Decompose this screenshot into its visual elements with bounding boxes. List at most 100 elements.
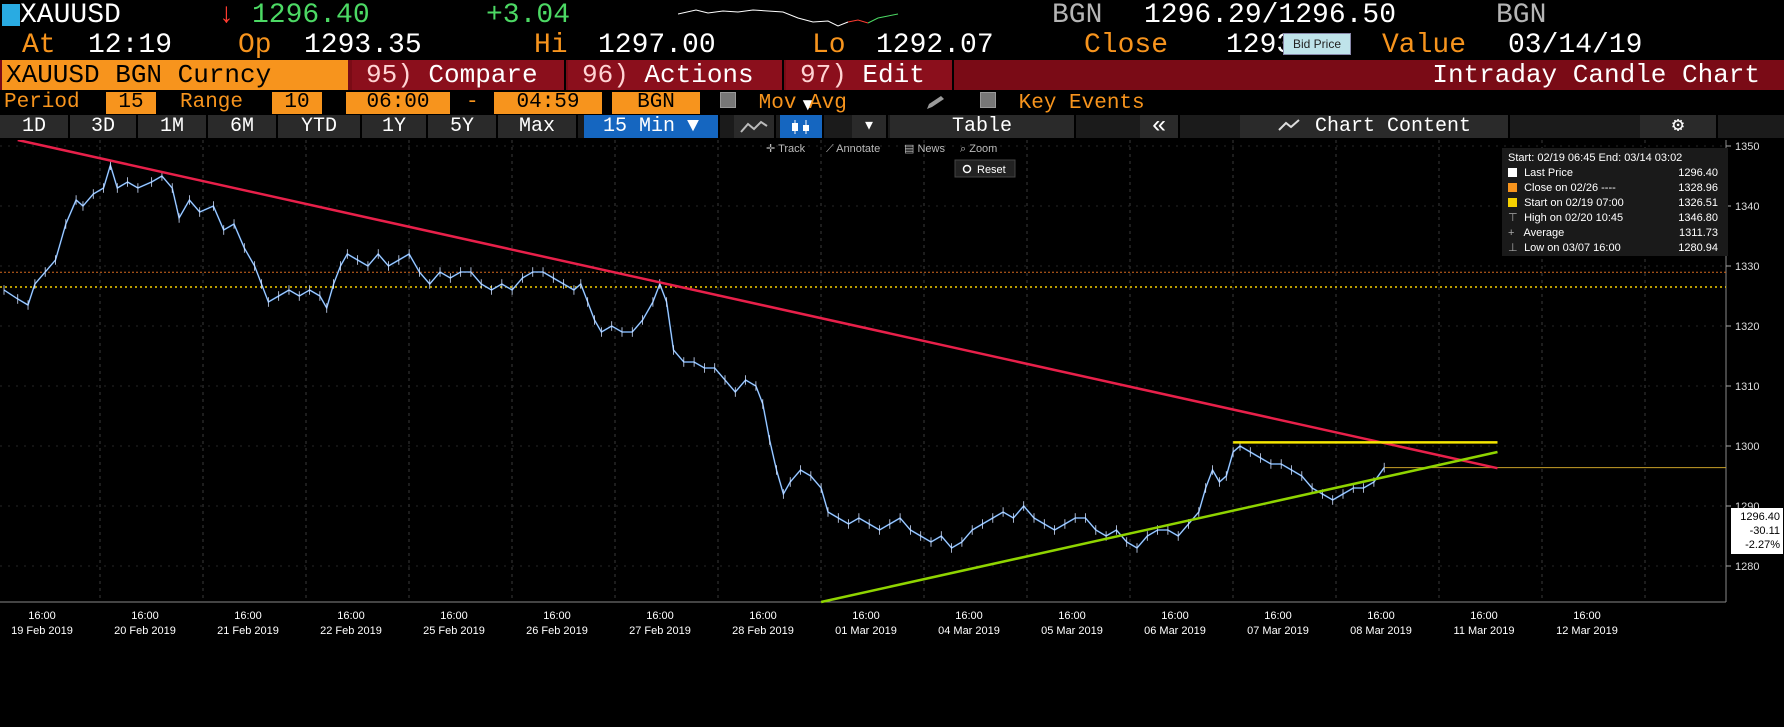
edit-dropdown-icon: ▾ bbox=[800, 90, 816, 120]
x-tick-time: 16:00 bbox=[131, 610, 159, 622]
interval-select[interactable]: 15 Min ▼ bbox=[584, 115, 720, 138]
legend-range: Start: 02/19 06:45 End: 03/14 03:02 bbox=[1508, 152, 1683, 164]
last-price-tag-pct: -2.27% bbox=[1745, 539, 1780, 551]
gear-icon[interactable]: ⚙ bbox=[1640, 115, 1718, 138]
uptrend-line bbox=[820, 450, 1498, 604]
last-price-tag: 1296.40 -30.11 -2.27% bbox=[1731, 508, 1783, 554]
last-price-tag-value: 1296.40 bbox=[1740, 511, 1780, 523]
legend-start[interactable]: Start on 02/19 07:00 1326.51 bbox=[1508, 196, 1722, 211]
value-label: Value bbox=[1382, 30, 1467, 61]
tab-5y[interactable]: 5Y bbox=[428, 115, 498, 138]
tab-ytd[interactable]: YTD bbox=[278, 115, 362, 138]
legend-close-label: Close on 02/26 ---- bbox=[1524, 182, 1616, 194]
last-price: 1296.40 bbox=[252, 0, 370, 31]
legend-low[interactable]: ⊥ Low on 03/07 16:00 1280.94 bbox=[1508, 241, 1722, 256]
tab-6m[interactable]: 6M bbox=[208, 115, 278, 138]
security-field[interactable]: XAUUSD BGN Curncy bbox=[2, 60, 348, 90]
legend-low-value: 1280.94 bbox=[1678, 242, 1718, 254]
chart-content-button[interactable]: Chart Content bbox=[1240, 115, 1510, 138]
ticker: XAUUSD bbox=[20, 0, 121, 31]
bid-price-tooltip: Bid Price bbox=[1283, 33, 1351, 55]
y-tick-label: 1320 bbox=[1735, 321, 1759, 333]
start-time-input[interactable]: 06:00 bbox=[346, 92, 450, 114]
end-time-input[interactable]: 04:59 bbox=[494, 92, 602, 114]
chart-content-icon bbox=[1278, 119, 1300, 131]
pencil-icon[interactable] bbox=[924, 94, 950, 112]
mov-avg-toggle[interactable]: Mov Avg bbox=[720, 92, 847, 115]
legend-swatch-close bbox=[1508, 183, 1517, 192]
line-chart-icon[interactable] bbox=[734, 115, 776, 138]
actions-button[interactable]: 96) Actions ▾ bbox=[568, 60, 784, 120]
tab-1d[interactable]: 1D bbox=[0, 115, 70, 138]
table-button[interactable]: Table bbox=[890, 115, 1076, 138]
legend-average[interactable]: + Average 1311.73 bbox=[1508, 226, 1722, 241]
x-tick-date: 27 Feb 2019 bbox=[629, 625, 691, 637]
legend-low-label: Low on 03/07 16:00 bbox=[1524, 242, 1621, 254]
tab-1y[interactable]: 1Y bbox=[362, 115, 428, 138]
legend-average-icon: + bbox=[1508, 227, 1515, 239]
x-tick-date: 12 Mar 2019 bbox=[1556, 625, 1618, 637]
annotate-tool[interactable]: ⟋ Annotate bbox=[826, 143, 880, 155]
x-tick-date: 05 Mar 2019 bbox=[1041, 625, 1103, 637]
low-label: Lo bbox=[812, 30, 846, 61]
reset-label: Reset bbox=[977, 164, 1006, 176]
edit-button[interactable]: 97) Edit ▾ bbox=[786, 60, 954, 120]
x-tick-date: 21 Feb 2019 bbox=[217, 625, 279, 637]
zoom-tool[interactable]: ⌕ Zoom bbox=[960, 143, 997, 155]
x-tick-time: 16:00 bbox=[955, 610, 983, 622]
track-tool[interactable]: ✛ Track bbox=[766, 143, 806, 155]
y-tick-label: 1340 bbox=[1735, 201, 1759, 213]
close-label: Close bbox=[1084, 30, 1169, 61]
x-tick-time: 16:00 bbox=[646, 610, 674, 622]
x-tick-date: 26 Feb 2019 bbox=[526, 625, 588, 637]
x-tick-date: 06 Mar 2019 bbox=[1144, 625, 1206, 637]
low-value: 1292.07 bbox=[876, 30, 994, 61]
mov-avg-label: Mov Avg bbox=[758, 92, 847, 115]
key-events-label: Key Events bbox=[1018, 92, 1145, 115]
x-tick-date: 25 Feb 2019 bbox=[423, 625, 485, 637]
downtrend-line bbox=[17, 140, 1498, 470]
legend-swatch-last bbox=[1508, 168, 1517, 177]
candle-icon[interactable] bbox=[780, 115, 824, 138]
chart-title: Intraday Candle Chart bbox=[1432, 60, 1760, 90]
legend-high[interactable]: ⊤ High on 02/20 10:45 1346.80 bbox=[1508, 211, 1722, 226]
period-input[interactable]: 15 bbox=[106, 92, 156, 114]
legend-last-label: Last Price bbox=[1524, 167, 1573, 179]
legend-start-value: 1326.51 bbox=[1678, 197, 1718, 209]
x-tick-time: 16:00 bbox=[1573, 610, 1601, 622]
dropdown-icon[interactable]: ▾ bbox=[852, 115, 888, 138]
open-value: 1293.35 bbox=[304, 30, 422, 61]
compare-label: Compare bbox=[428, 60, 538, 90]
x-tick-time: 16:00 bbox=[749, 610, 777, 622]
compare-button[interactable]: 95) Compare bbox=[352, 60, 566, 90]
x-tick-time: 16:00 bbox=[234, 610, 262, 622]
news-tool[interactable]: ▤ News bbox=[904, 143, 945, 155]
edit-number: 97) bbox=[800, 60, 847, 90]
source-input[interactable]: BGN bbox=[612, 92, 700, 114]
tab-3d[interactable]: 3D bbox=[70, 115, 138, 138]
tab-max[interactable]: Max bbox=[498, 115, 578, 138]
ticker-color-square bbox=[2, 4, 20, 26]
key-events-checkbox[interactable] bbox=[980, 92, 996, 108]
collapse-button[interactable]: « bbox=[1140, 115, 1180, 139]
compare-number: 95) bbox=[366, 60, 413, 90]
tab-1m[interactable]: 1M bbox=[138, 115, 208, 138]
x-tick-time: 16:00 bbox=[852, 610, 880, 622]
actions-number: 96) bbox=[582, 60, 629, 90]
actions-label: Actions bbox=[644, 60, 754, 90]
x-tick-date: 28 Feb 2019 bbox=[732, 625, 794, 637]
mov-avg-checkbox[interactable] bbox=[720, 92, 736, 108]
chart-grid bbox=[0, 140, 1727, 603]
down-arrow-icon: ↓ bbox=[218, 0, 235, 31]
legend-close[interactable]: Close on 02/26 ---- 1328.96 bbox=[1508, 181, 1722, 196]
high-label: Hi bbox=[534, 30, 568, 61]
key-events-toggle[interactable]: Key Events bbox=[980, 92, 1145, 115]
chart-toolbar: ✛ Track ⟋ Annotate ▤ News ⌕ Zoom Reset bbox=[766, 143, 1016, 178]
range-input[interactable]: 10 bbox=[272, 92, 322, 114]
reset-icon bbox=[962, 164, 972, 174]
reset-button[interactable] bbox=[954, 159, 1016, 178]
legend-start-label: Start on 02/19 07:00 bbox=[1524, 197, 1624, 209]
at-value: 12:19 bbox=[88, 30, 173, 61]
legend-last-price[interactable]: Last Price 1296.40 bbox=[1508, 166, 1722, 181]
